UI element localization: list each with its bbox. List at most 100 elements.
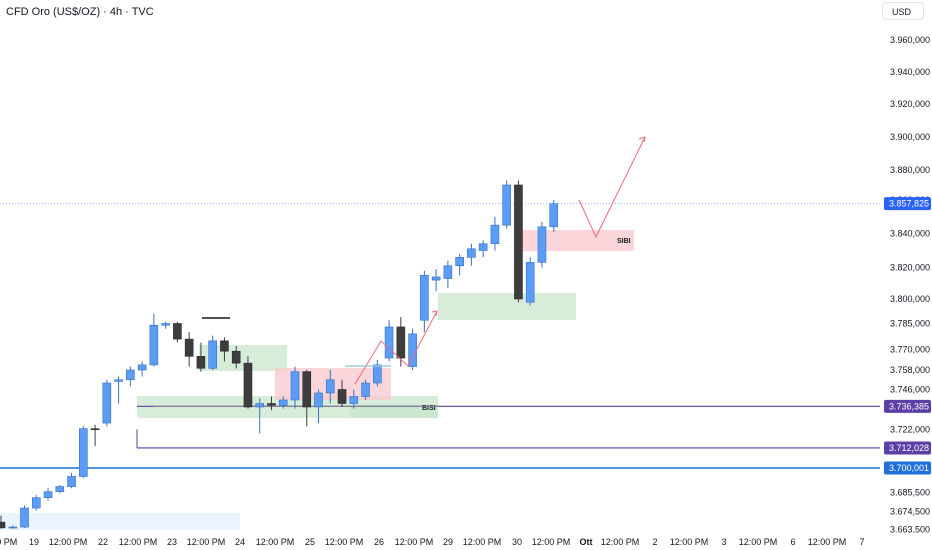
level-badge-label: 3.736,385 <box>889 401 929 411</box>
candle-up-24 <box>278 399 288 406</box>
level-badge-2 <box>884 461 931 475</box>
candle-down-20 <box>231 350 241 364</box>
x-tick-label: 3 <box>721 537 726 547</box>
x-tick-label: 30 <box>512 537 522 547</box>
x-axis-bg <box>0 533 932 550</box>
y-tick-label: 3.840,000 <box>890 229 930 239</box>
candle-up-11 <box>126 369 135 381</box>
arrow-head <box>638 136 646 143</box>
y-tick-label: 3.820,000 <box>890 263 930 273</box>
x-tick-label: 2 <box>652 537 657 547</box>
x-tick-label: 19 <box>29 537 39 547</box>
x-tick-label: 12:00 PM <box>256 537 295 547</box>
candle-down-0 <box>0 521 6 529</box>
x-tick-label: 12:00 PM <box>532 537 571 547</box>
small-band <box>345 365 391 367</box>
candle-down-21 <box>243 362 253 408</box>
candle-up-14 <box>161 323 170 326</box>
y-tick-label: 3.960,000 <box>890 35 930 45</box>
candle-up-32 <box>373 364 382 384</box>
candle-up-12 <box>137 364 147 371</box>
candle-up-31 <box>361 382 370 397</box>
y-tick-label: 3.785,000 <box>890 319 930 329</box>
candle-down-34 <box>396 326 406 359</box>
x-tick-label: 26 <box>374 537 384 547</box>
x-tick-label: 12:00 PM <box>808 537 847 547</box>
y-tick-label: 3.770,000 <box>890 345 930 355</box>
candle-up-46 <box>537 226 547 263</box>
y-tick-label: 3.663,500 <box>890 525 930 535</box>
level-badge-label: 3.700,001 <box>889 463 929 473</box>
level-badge-label: 3.712,028 <box>889 443 929 453</box>
candle-up-2 <box>20 507 29 528</box>
candle-up-28 <box>325 379 335 394</box>
x-tick-label: 12:00 PM <box>0 537 17 547</box>
y-tick-label: 3.900,000 <box>890 132 930 142</box>
x-tick-label: 12:00 PM <box>187 537 226 547</box>
x-tick-label: 12:00 PM <box>739 537 778 547</box>
zones-layer: BISI SIBI <box>0 230 634 530</box>
candle-down-26 <box>302 371 312 408</box>
candle-up-6 <box>67 476 76 487</box>
y-tick-label: 3.746,000 <box>890 385 930 395</box>
y-tick-label: 3.758,000 <box>890 365 930 375</box>
zone-label: BISI <box>422 405 436 412</box>
candle-up-42 <box>490 224 500 245</box>
x-tick-label: 12:00 PM <box>119 537 158 547</box>
x-tick-label: 25 <box>305 537 315 547</box>
projection-arrow-2 <box>354 310 438 385</box>
candle-down-44 <box>514 184 523 300</box>
candle-up-47 <box>549 203 559 228</box>
y-tick-label: 3.674,500 <box>890 507 930 517</box>
candles-layer <box>0 180 559 529</box>
candle-up-40 <box>467 248 476 258</box>
candle-up-39 <box>455 256 464 267</box>
candle-up-27 <box>314 392 323 408</box>
zone-green-4 <box>438 293 576 320</box>
x-tick-label: 12:00 PM <box>670 537 709 547</box>
x-tick-label: 12:00 PM <box>395 537 434 547</box>
candle-down-8 <box>90 428 100 430</box>
y-tick-label: 3.685,500 <box>890 488 930 498</box>
candle-up-18 <box>208 340 217 369</box>
candle-up-37 <box>431 276 441 281</box>
candle-down-15 <box>173 323 182 340</box>
level-badge-0 <box>884 399 931 413</box>
candle-up-41 <box>478 243 488 251</box>
zone-red-6 <box>518 230 634 251</box>
y-axis: 3.663,5003.674,5003.685,5003.700,0003.71… <box>880 0 932 550</box>
x-tick-label: 22 <box>98 537 108 547</box>
currency-button[interactable]: USD <box>882 2 924 20</box>
candle-up-5 <box>55 486 65 492</box>
candle-up-22 <box>255 403 265 408</box>
x-tick-label: 6 <box>790 537 795 547</box>
y-tick-label: 3.800,000 <box>890 294 930 304</box>
candle-down-16 <box>184 338 194 357</box>
candle-up-4 <box>43 491 53 498</box>
candle-down-17 <box>196 356 206 369</box>
zone-label: SIBI <box>617 238 631 245</box>
zone-green-0 <box>0 513 240 530</box>
chart-title: CFD Oro (US$/OZ) · 4h · TVC <box>6 6 154 18</box>
x-tick-label: 23 <box>167 537 177 547</box>
candle-up-3 <box>31 497 41 509</box>
y-tick-label: 3.722,000 <box>890 425 930 435</box>
x-tick-label: 12:00 PM <box>325 537 364 547</box>
candle-down-23 <box>267 403 276 406</box>
x-tick-label: 29 <box>443 537 453 547</box>
y-tick-label: 3.940,000 <box>890 67 930 77</box>
x-tick-label: 12:00 PM <box>463 537 502 547</box>
projection-arrow <box>578 136 646 239</box>
current-price-badge <box>884 197 931 211</box>
candle-up-43 <box>502 184 511 226</box>
levels-layer <box>0 203 880 469</box>
y-axis-bg <box>880 0 932 550</box>
candle-up-33 <box>384 326 394 359</box>
x-tick-label: Ott <box>580 537 593 547</box>
candle-up-13 <box>149 324 159 366</box>
candle-up-10 <box>114 379 123 382</box>
x-tick-label: 7 <box>859 537 864 547</box>
